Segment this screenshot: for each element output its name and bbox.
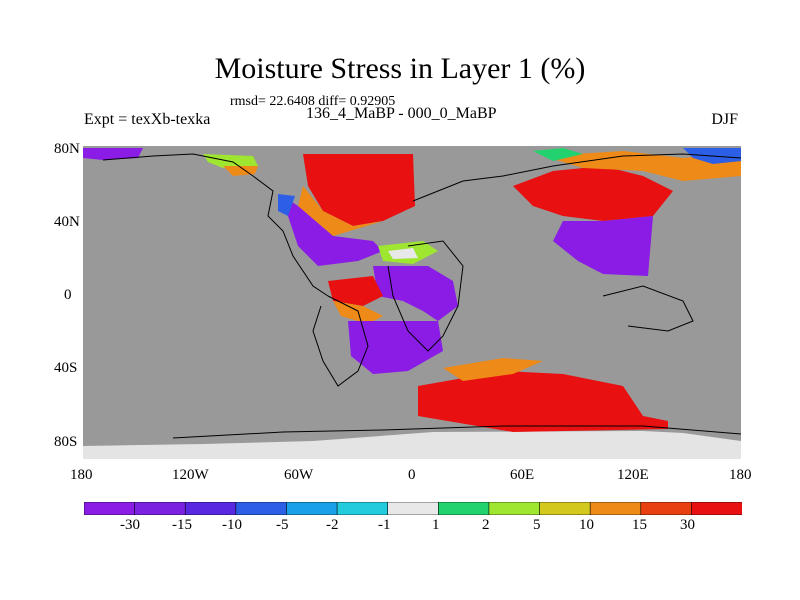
- anomaly-na-orange: [298, 186, 383, 236]
- experiment-label: Expt = texXb-texka: [84, 111, 211, 128]
- antarctic-ice: [83, 431, 741, 459]
- colorbar-label: -5: [276, 517, 289, 533]
- colorbar-label: -10: [222, 517, 242, 533]
- lon-label: 0: [408, 467, 416, 483]
- colorbar-segment: [184, 502, 237, 515]
- colorbar-label: 15: [632, 517, 647, 533]
- anomaly-africa-red: [328, 276, 383, 306]
- colorbar-label: -2: [326, 517, 339, 533]
- coastlines: [102, 153, 741, 439]
- period-label: 136_4_MaBP - 000_0_MaBP: [306, 105, 497, 122]
- map-title: Moisture Stress in Layer 1 (%): [214, 52, 586, 85]
- colorbar-segment: [488, 502, 541, 515]
- lon-label: 60W: [284, 467, 314, 483]
- colorbar-segment: [539, 502, 591, 515]
- anomaly-nafrica-white: [388, 248, 418, 259]
- colorbar-label: 2: [482, 517, 490, 533]
- anomaly-arctic-west: [83, 148, 143, 160]
- colorbar-segment: [235, 502, 288, 515]
- colorbar-segment: [387, 502, 440, 515]
- colorbar-segment: [640, 502, 693, 515]
- lat-label: 80N: [54, 141, 80, 157]
- anomaly-na-purple: [283, 196, 383, 266]
- colorbar-segment: [84, 502, 136, 515]
- anomaly-eurasia-purple: [553, 216, 653, 276]
- lat-label: 40S: [54, 360, 78, 376]
- colorbar-segment: [286, 502, 338, 515]
- anomaly-na-blue: [278, 194, 295, 216]
- colorbar-label: 10: [579, 517, 594, 533]
- lon-label: 60E: [510, 467, 535, 483]
- stats-text: rmsd= 22.6408 diff= 0.92905: [230, 94, 396, 109]
- colorbar-segment: [589, 502, 642, 515]
- anomaly-eurasia-red: [513, 166, 673, 221]
- lon-label: 120W: [172, 467, 209, 483]
- colorbar: [84, 502, 742, 515]
- map-panel: [83, 146, 741, 459]
- season-label: DJF: [711, 111, 738, 128]
- colorbar-label: -1: [378, 517, 391, 533]
- colorbar-segment: [336, 502, 389, 515]
- colorbar-segment: [438, 502, 490, 515]
- anomaly-africa-purple: [373, 266, 458, 321]
- lat-label: 80S: [54, 434, 78, 450]
- lon-label: 180: [70, 467, 93, 483]
- anomaly-eurasia-orange: [543, 151, 741, 181]
- colorbar-label: -15: [172, 517, 192, 533]
- colorbar-label: -30: [120, 517, 140, 533]
- lon-label: 180: [729, 467, 752, 483]
- lat-label: 0: [64, 287, 72, 303]
- colorbar-segment: [691, 502, 742, 515]
- colorbar-segment: [134, 502, 187, 515]
- anomaly-sa-purple: [348, 321, 443, 374]
- colorbar-label: 5: [533, 517, 541, 533]
- colorbar-label: 1: [432, 517, 440, 533]
- lon-label: 120E: [617, 467, 649, 483]
- lat-label: 40N: [54, 214, 80, 230]
- anomaly-eurasia-green: [533, 148, 583, 161]
- anomaly-southern-orange: [443, 358, 543, 381]
- anomaly-southern-red: [418, 371, 668, 432]
- anomaly-na-red: [303, 154, 415, 226]
- colorbar-label: 30: [680, 517, 695, 533]
